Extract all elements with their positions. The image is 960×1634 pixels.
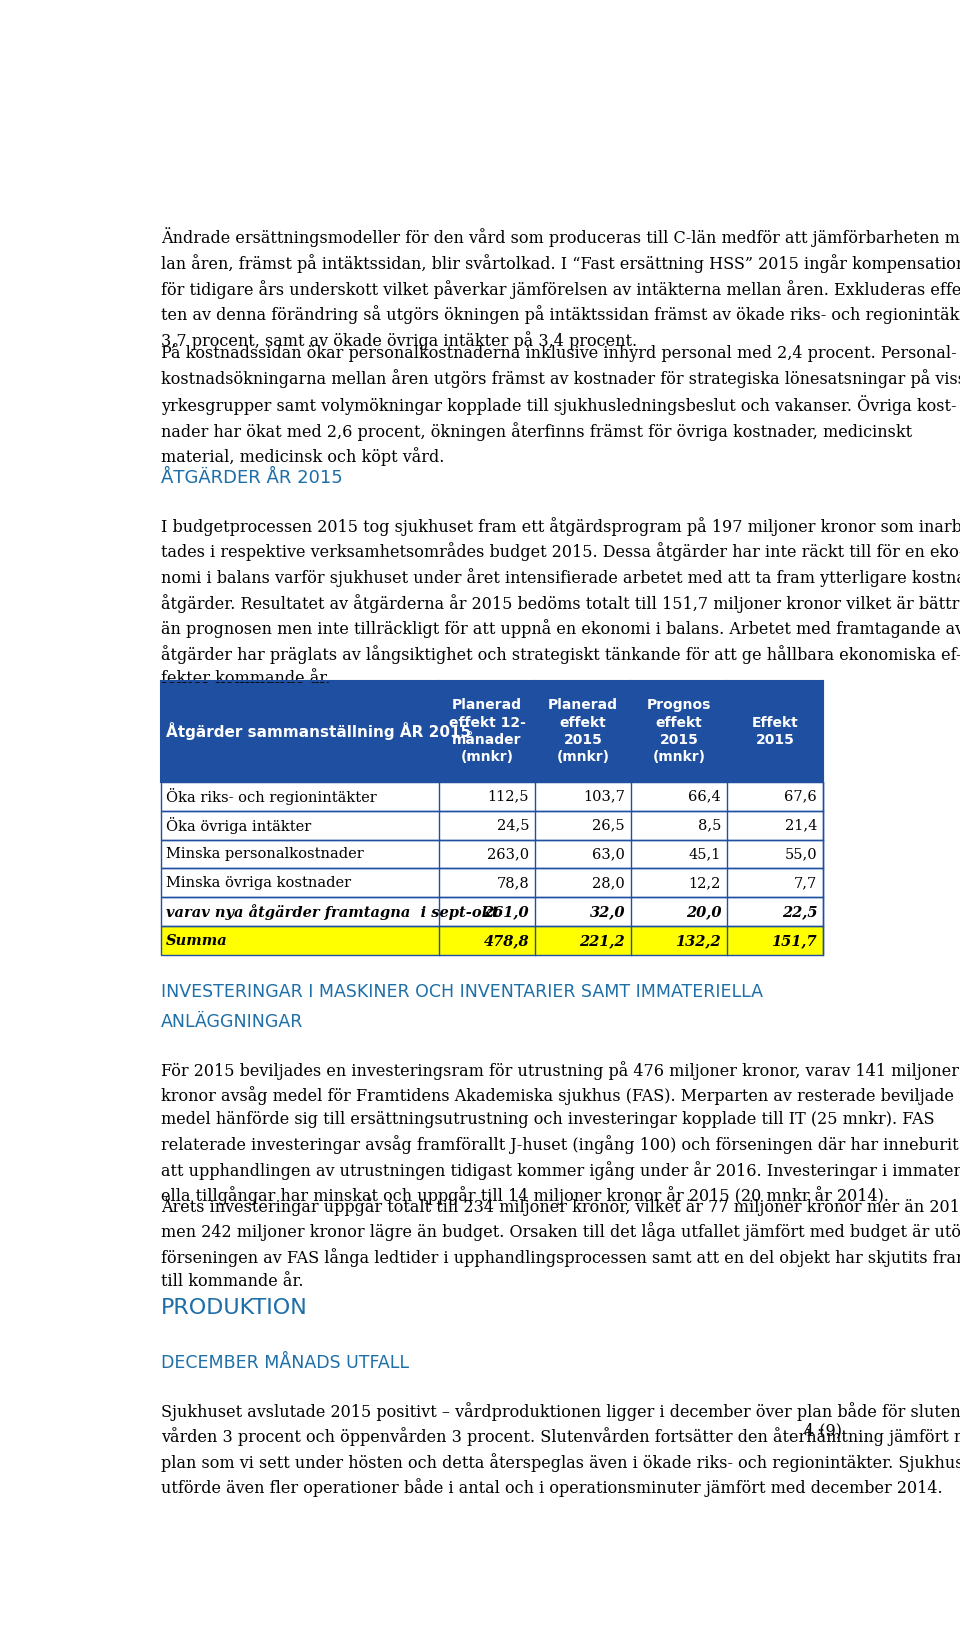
Text: Summa: Summa (166, 933, 228, 948)
Text: 28,0: 28,0 (592, 876, 625, 891)
Text: 66,4: 66,4 (688, 789, 721, 802)
Text: 20,0: 20,0 (685, 905, 721, 918)
Text: Ändrade ersättningsmodeller för den vård som produceras till C-län medför att jä: Ändrade ersättningsmodeller för den vård… (161, 227, 960, 350)
Text: I budgetprocessen 2015 tog sjukhuset fram ett åtgärdsprogram på 197 miljoner kro: I budgetprocessen 2015 tog sjukhuset fra… (161, 516, 960, 686)
Text: Minska personalkostnader: Minska personalkostnader (166, 846, 364, 861)
Bar (161, 810, 823, 840)
Bar (161, 897, 823, 926)
Text: 151,7: 151,7 (772, 933, 817, 948)
Text: Planerad
effekt
2015
(mnkr): Planerad effekt 2015 (mnkr) (548, 698, 618, 765)
Bar (161, 781, 823, 810)
Bar (161, 897, 823, 926)
Text: 24,5: 24,5 (496, 819, 529, 832)
Text: Minska övriga kostnader: Minska övriga kostnader (166, 876, 351, 891)
Text: 21,4: 21,4 (784, 819, 817, 832)
Text: ÅTGÄRDER ÅR 2015: ÅTGÄRDER ÅR 2015 (161, 469, 343, 487)
Text: 132,2: 132,2 (676, 933, 721, 948)
Text: 263,0: 263,0 (487, 846, 529, 861)
Bar (161, 926, 823, 956)
Text: varav nya åtgärder framtagna  i sept-okt: varav nya åtgärder framtagna i sept-okt (166, 904, 498, 920)
Text: Årets investeringar uppgår totalt till 234 miljoner kronor, vilket är 77 miljone: Årets investeringar uppgår totalt till 2… (161, 1196, 960, 1289)
Text: 103,7: 103,7 (584, 789, 625, 802)
Text: 67,6: 67,6 (784, 789, 817, 802)
Text: INVESTERINGAR I MASKINER OCH INVENTARIER SAMT IMMATERIELLA: INVESTERINGAR I MASKINER OCH INVENTARIER… (161, 984, 763, 1002)
Bar (161, 840, 823, 868)
Text: 4 (9): 4 (9) (804, 1422, 842, 1440)
Bar (161, 681, 823, 781)
Text: 12,2: 12,2 (688, 876, 721, 891)
Text: PRODUKTION: PRODUKTION (161, 1299, 307, 1319)
Text: ANLÄGGNINGAR: ANLÄGGNINGAR (161, 1013, 303, 1031)
Text: 78,8: 78,8 (496, 876, 529, 891)
Text: För 2015 beviljades en investeringsram för utrustning på 476 miljoner kronor, va: För 2015 beviljades en investeringsram f… (161, 1060, 960, 1206)
Bar (161, 868, 823, 897)
Bar (161, 868, 823, 897)
Text: 22,5: 22,5 (781, 905, 817, 918)
Bar (161, 781, 823, 810)
Text: DECEMBER MÅNADS UTFALL: DECEMBER MÅNADS UTFALL (161, 1355, 409, 1373)
Text: 7,7: 7,7 (794, 876, 817, 891)
Text: 55,0: 55,0 (784, 846, 817, 861)
Text: Prognos
effekt
2015
(mnkr): Prognos effekt 2015 (mnkr) (647, 698, 711, 765)
Text: 32,0: 32,0 (589, 905, 625, 918)
Text: Effekt
2015: Effekt 2015 (752, 716, 799, 747)
Bar (161, 840, 823, 868)
Text: 8,5: 8,5 (698, 819, 721, 832)
Text: 478,8: 478,8 (484, 933, 529, 948)
Text: 112,5: 112,5 (488, 789, 529, 802)
Text: Öka riks- och regionintäkter: Öka riks- och regionintäkter (166, 788, 377, 804)
Bar (161, 681, 823, 781)
Text: Öka övriga intäkter: Öka övriga intäkter (166, 817, 311, 833)
Bar (161, 926, 823, 956)
Text: 63,0: 63,0 (592, 846, 625, 861)
Text: Sjukhuset avslutade 2015 positivt – vårdproduktionen ligger i december över plan: Sjukhuset avslutade 2015 positivt – vård… (161, 1402, 960, 1497)
Text: Planerad
effekt 12-
månader
(mnkr): Planerad effekt 12- månader (mnkr) (448, 698, 525, 765)
Text: På kostnadssidan ökar personalkostnaderna inklusive inhyrd personal med 2,4 proc: På kostnadssidan ökar personalkostnadern… (161, 343, 960, 466)
Text: 221,2: 221,2 (580, 933, 625, 948)
Text: Åtgärder sammanställning ÅR 2015: Åtgärder sammanställning ÅR 2015 (166, 722, 471, 740)
Text: 261,0: 261,0 (484, 905, 529, 918)
Text: 26,5: 26,5 (592, 819, 625, 832)
Bar (161, 810, 823, 840)
Text: 45,1: 45,1 (688, 846, 721, 861)
